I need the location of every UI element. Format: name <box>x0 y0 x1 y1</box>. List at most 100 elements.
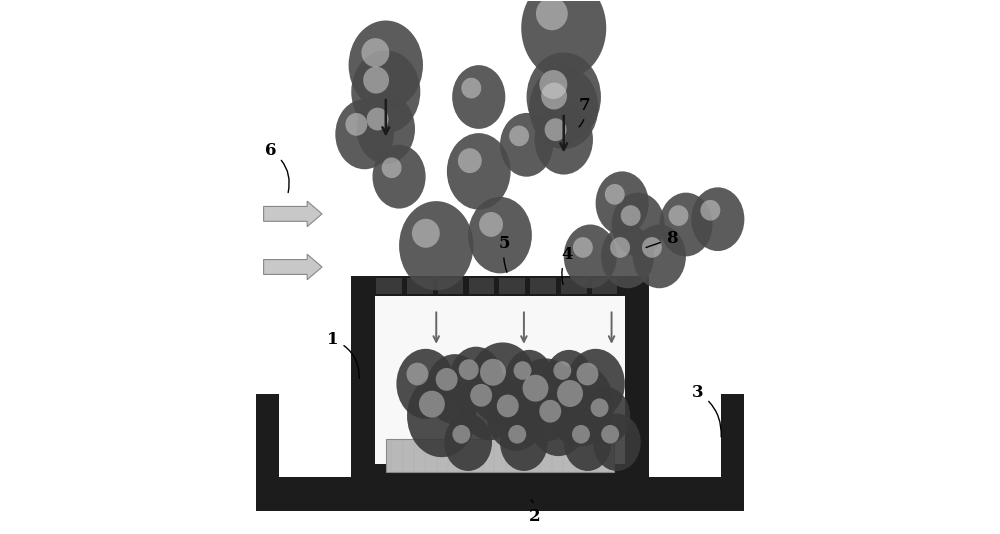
Bar <box>625 283 649 485</box>
Ellipse shape <box>436 368 458 391</box>
Text: 3: 3 <box>692 384 721 437</box>
Ellipse shape <box>396 349 455 419</box>
Ellipse shape <box>349 20 423 110</box>
Ellipse shape <box>541 83 567 109</box>
Ellipse shape <box>545 364 614 446</box>
Ellipse shape <box>621 205 641 226</box>
Ellipse shape <box>452 425 470 444</box>
Bar <box>592 278 617 294</box>
Ellipse shape <box>357 94 415 164</box>
Bar <box>469 278 494 294</box>
Bar <box>438 278 463 294</box>
Ellipse shape <box>582 387 630 444</box>
Ellipse shape <box>444 414 492 471</box>
Ellipse shape <box>591 398 609 417</box>
Ellipse shape <box>500 113 553 177</box>
Ellipse shape <box>529 386 588 456</box>
Text: 7: 7 <box>579 97 590 127</box>
Ellipse shape <box>659 193 712 256</box>
Ellipse shape <box>605 184 625 205</box>
Ellipse shape <box>601 224 654 288</box>
Ellipse shape <box>564 224 617 288</box>
Ellipse shape <box>351 50 420 133</box>
Ellipse shape <box>407 374 476 457</box>
Ellipse shape <box>521 0 606 79</box>
Bar <box>375 283 625 464</box>
Ellipse shape <box>461 78 481 98</box>
Bar <box>256 477 744 512</box>
Bar <box>351 283 375 485</box>
Ellipse shape <box>460 370 519 440</box>
Ellipse shape <box>468 197 532 273</box>
Ellipse shape <box>406 363 428 386</box>
Ellipse shape <box>593 414 641 471</box>
Ellipse shape <box>529 66 598 149</box>
Ellipse shape <box>399 201 473 290</box>
Text: 1: 1 <box>327 331 359 379</box>
Ellipse shape <box>459 359 479 380</box>
Bar <box>561 278 587 294</box>
Ellipse shape <box>470 384 492 407</box>
Text: 6: 6 <box>265 143 289 193</box>
Ellipse shape <box>601 425 619 444</box>
Ellipse shape <box>527 52 601 142</box>
Ellipse shape <box>468 342 537 425</box>
Ellipse shape <box>419 391 445 418</box>
Ellipse shape <box>452 65 505 129</box>
FancyArrow shape <box>264 201 322 226</box>
Ellipse shape <box>382 158 402 178</box>
Ellipse shape <box>566 349 625 419</box>
Ellipse shape <box>557 380 583 407</box>
Ellipse shape <box>480 359 506 386</box>
Ellipse shape <box>612 193 665 256</box>
Ellipse shape <box>700 200 720 221</box>
Text: 8: 8 <box>646 230 677 247</box>
Bar <box>530 278 556 294</box>
Ellipse shape <box>669 205 688 226</box>
Bar <box>376 278 402 294</box>
Bar <box>351 464 649 485</box>
Ellipse shape <box>373 145 426 209</box>
Ellipse shape <box>363 67 389 93</box>
Ellipse shape <box>545 350 593 407</box>
Ellipse shape <box>367 108 389 130</box>
Ellipse shape <box>539 400 561 422</box>
Ellipse shape <box>447 133 511 210</box>
Ellipse shape <box>361 38 389 67</box>
Bar <box>721 395 744 512</box>
Ellipse shape <box>505 350 553 407</box>
Ellipse shape <box>509 125 529 146</box>
Ellipse shape <box>426 354 484 424</box>
Text: 2: 2 <box>529 500 541 525</box>
Bar <box>499 278 525 294</box>
Ellipse shape <box>487 381 545 451</box>
Ellipse shape <box>633 224 686 288</box>
Ellipse shape <box>450 347 503 411</box>
Ellipse shape <box>514 361 531 380</box>
Ellipse shape <box>497 395 519 417</box>
Ellipse shape <box>573 237 593 258</box>
Ellipse shape <box>642 237 662 258</box>
Ellipse shape <box>596 171 649 235</box>
Ellipse shape <box>576 363 598 386</box>
Bar <box>386 438 614 472</box>
Ellipse shape <box>564 414 612 471</box>
Ellipse shape <box>345 113 367 136</box>
Ellipse shape <box>572 425 590 444</box>
Ellipse shape <box>610 237 630 258</box>
Bar <box>407 278 433 294</box>
Text: 5: 5 <box>499 235 510 272</box>
Ellipse shape <box>412 219 440 248</box>
Text: 4: 4 <box>561 246 573 285</box>
Ellipse shape <box>335 99 394 169</box>
FancyArrow shape <box>264 254 322 280</box>
Ellipse shape <box>539 70 567 99</box>
Ellipse shape <box>511 358 580 441</box>
Ellipse shape <box>535 105 593 175</box>
Ellipse shape <box>523 375 548 402</box>
Ellipse shape <box>691 187 744 251</box>
Ellipse shape <box>458 148 482 173</box>
Ellipse shape <box>553 361 571 380</box>
Bar <box>351 276 649 296</box>
Ellipse shape <box>500 414 548 471</box>
